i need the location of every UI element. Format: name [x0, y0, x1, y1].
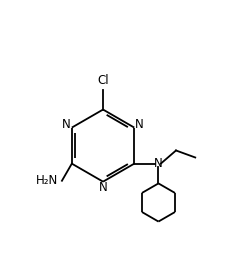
Text: N: N [62, 118, 71, 131]
Text: N: N [135, 118, 144, 131]
Text: N: N [154, 157, 163, 170]
Text: H₂N: H₂N [36, 174, 58, 187]
Text: N: N [99, 181, 107, 194]
Text: Cl: Cl [97, 74, 109, 87]
